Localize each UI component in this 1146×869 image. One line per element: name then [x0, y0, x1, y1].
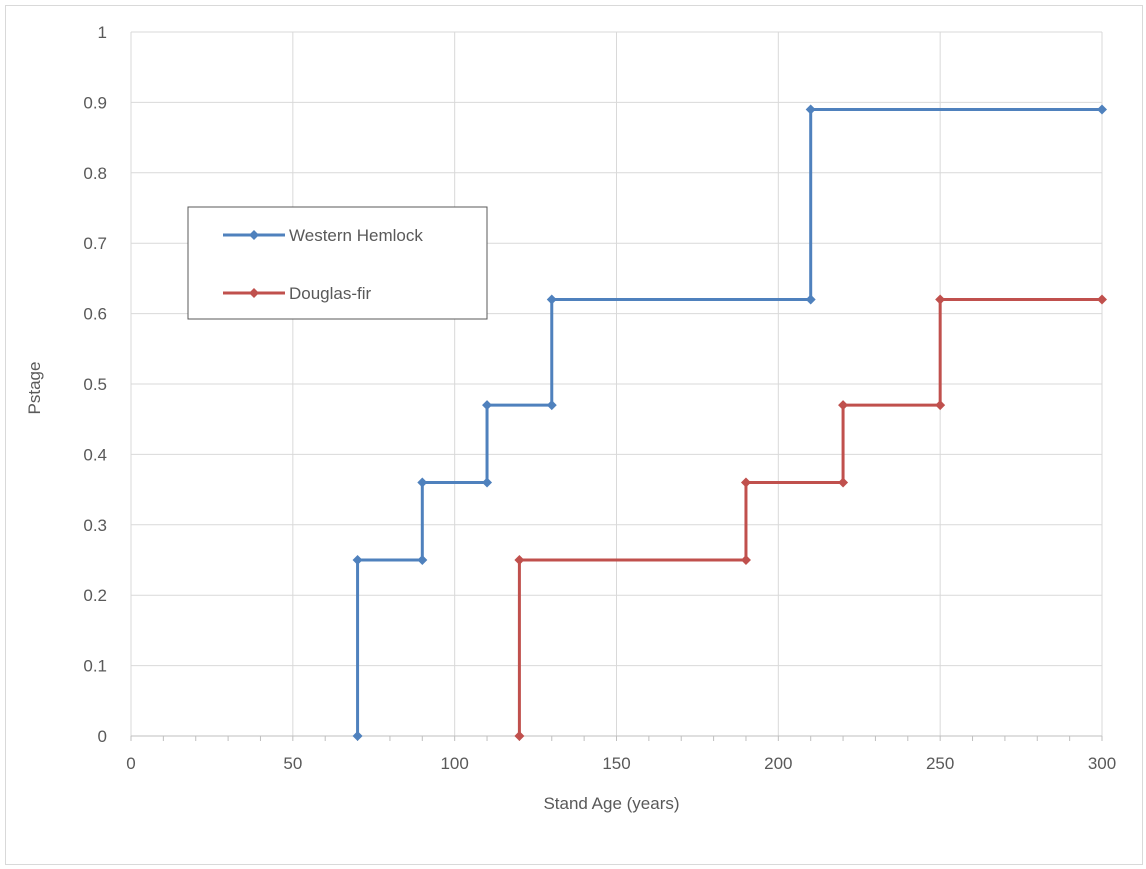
data-point	[482, 477, 493, 488]
data-point	[546, 400, 557, 411]
data-point	[805, 104, 816, 115]
legend-item: Western Hemlock	[223, 226, 423, 245]
legend-label: Douglas-fir	[289, 284, 372, 303]
y-tick-label: 0.2	[83, 586, 107, 605]
legend-label: Western Hemlock	[289, 226, 423, 245]
data-point	[805, 294, 816, 305]
x-tick-label: 200	[764, 754, 792, 773]
series-1	[514, 294, 1107, 741]
legend: Western Hemlock Douglas-fir	[187, 206, 488, 320]
data-point	[740, 477, 751, 488]
y-tick-label: 0.1	[83, 657, 107, 676]
data-point	[417, 477, 428, 488]
axes	[130, 32, 1103, 741]
x-tick-label: 0	[126, 754, 135, 773]
data-point	[352, 731, 363, 741]
y-tick-label: 0.6	[83, 305, 107, 324]
y-axis-label: Pstage	[25, 362, 44, 415]
data-point	[935, 400, 946, 411]
data-point	[1097, 294, 1107, 305]
data-point	[935, 294, 946, 305]
y-tick-label: 0.7	[83, 234, 107, 253]
step-line-chart: 0 0.1 0.2 0.3 0.4 0.5 0.6 0.7 0.8 0.9 1 0 50 100 150 20…	[25, 23, 1116, 813]
data-series	[352, 104, 1107, 741]
x-tick-label: 150	[602, 754, 630, 773]
data-point	[1097, 104, 1107, 115]
tick-labels: 0 0.1 0.2 0.3 0.4 0.5 0.6 0.7 0.8 0.9 1 0 50 100 150 20…	[83, 23, 1116, 773]
series-line	[356, 107, 1102, 736]
y-tick-label: 0.8	[83, 164, 107, 183]
data-point	[838, 477, 849, 488]
y-tick-label: 0.4	[83, 445, 107, 464]
y-tick-label: 1	[98, 23, 107, 42]
data-point	[482, 400, 493, 411]
legend-swatch-marker	[249, 230, 259, 240]
x-tick-label: 100	[440, 754, 468, 773]
series-0	[352, 104, 1107, 741]
chart-area: 0 0.1 0.2 0.3 0.4 0.5 0.6 0.7 0.8 0.9 1 0 50 100 150 20…	[5, 5, 1143, 865]
data-point	[514, 555, 525, 565]
legend-item: Douglas-fir	[223, 284, 372, 303]
x-tick-label: 250	[926, 754, 954, 773]
data-point	[546, 294, 557, 305]
y-tick-label: 0	[98, 727, 107, 746]
y-tick-label: 0.5	[83, 375, 107, 394]
x-axis-label: Stand Age (years)	[543, 794, 679, 813]
series-line	[517, 298, 1102, 736]
x-tick-label: 50	[283, 754, 302, 773]
data-point	[838, 400, 849, 411]
y-tick-label: 0.3	[83, 516, 107, 535]
legend-swatch-marker	[249, 288, 259, 298]
data-point	[417, 555, 428, 565]
legend-box	[187, 206, 488, 320]
y-tick-label: 0.9	[83, 93, 107, 112]
data-point	[352, 555, 363, 565]
data-point	[740, 555, 751, 565]
x-tick-label: 300	[1088, 754, 1116, 773]
data-point	[514, 731, 525, 741]
gridlines	[131, 31, 1103, 736]
